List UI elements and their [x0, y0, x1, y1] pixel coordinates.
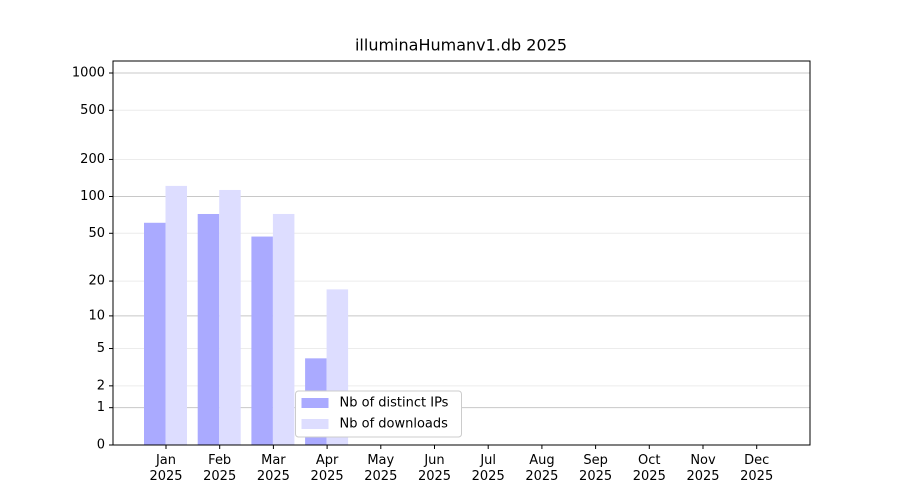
bar — [219, 189, 241, 445]
y-tick-label: 200 — [80, 152, 105, 167]
y-tick-label: 10 — [88, 308, 105, 323]
y-tick-label: 100 — [80, 189, 105, 204]
bar — [251, 236, 273, 445]
y-tick-label: 1 — [97, 400, 105, 415]
x-tick-label: Dec 2025 — [740, 453, 774, 484]
bar — [165, 185, 187, 445]
x-tick-label: May 2025 — [364, 453, 398, 484]
legend-box — [295, 390, 462, 438]
legend-label: Nb of distinct IPs — [340, 396, 449, 411]
y-tick-label: 2 — [97, 378, 105, 393]
x-tick-label: Aug 2025 — [525, 453, 559, 484]
bar — [197, 213, 220, 445]
chart-title: illuminaHumanv1.db 2025 — [355, 36, 567, 55]
bar — [272, 213, 295, 445]
x-tick-label: Jun 2025 — [417, 453, 452, 484]
x-tick-label: Jan 2025 — [149, 453, 183, 484]
legend-swatch — [301, 398, 329, 408]
y-tick-label: 0 — [97, 438, 105, 453]
y-tick-label: 500 — [80, 103, 105, 118]
x-tick-label: Apr 2025 — [310, 453, 344, 484]
x-tick-label: Feb 2025 — [203, 453, 237, 484]
bar — [144, 222, 166, 445]
y-tick-label: 5 — [97, 341, 105, 356]
y-tick-label: 50 — [88, 226, 105, 241]
y-tick-label: 1000 — [72, 66, 105, 81]
plot-frame — [112, 60, 811, 446]
legend-label: Nb of downloads — [340, 417, 449, 432]
x-tick-label: Mar 2025 — [256, 453, 290, 484]
y-tick-label: 20 — [88, 274, 105, 289]
x-tick-label: Nov 2025 — [686, 453, 720, 484]
legend-swatch — [301, 419, 329, 429]
x-tick-label: Jul 2025 — [471, 453, 505, 484]
x-tick-label: Sep 2025 — [579, 453, 613, 484]
x-tick-label: Oct 2025 — [632, 453, 666, 484]
